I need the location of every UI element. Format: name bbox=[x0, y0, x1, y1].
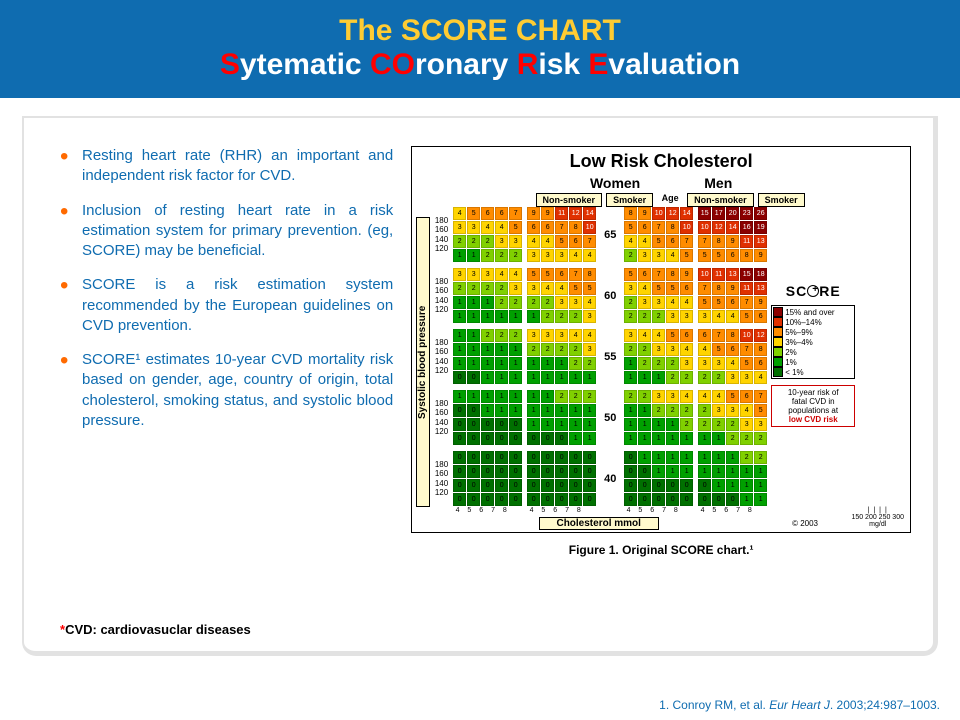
risk-block: 33344222231112211111 bbox=[453, 268, 522, 323]
risk-block: 34456223341222311122 bbox=[624, 329, 693, 384]
age-label: 65 bbox=[601, 229, 619, 241]
risk-block: 11222111111111100111 bbox=[453, 329, 522, 384]
risk-block: 15172023261012141619789111355689 bbox=[698, 207, 767, 262]
age-label: 60 bbox=[601, 290, 619, 302]
age-label: 40 bbox=[601, 473, 619, 485]
bullet-item: Resting heart rate (RHR) an important an… bbox=[60, 146, 393, 187]
title-header: The SCORE CHART Sytematic COronary Risk … bbox=[0, 0, 960, 98]
risk-block: 00000000000000000000 bbox=[453, 451, 522, 506]
bullet-item: SCORE is a risk estimation system recomm… bbox=[60, 275, 393, 336]
cvd-footnote: *CVD: cardiovasuclar diseases bbox=[60, 622, 251, 637]
legend-row: 2% bbox=[773, 347, 853, 357]
gender-row: Women Men bbox=[416, 175, 906, 191]
smoking-row: Non-smoker Smoker Age Non-smoker Smoker bbox=[434, 193, 906, 207]
age-row: 1801601401204566733445222331122299111214… bbox=[432, 207, 767, 262]
bullet-item: Inclusion of resting heart rate in a ris… bbox=[60, 201, 393, 262]
legend-row: < 1% bbox=[773, 367, 853, 377]
title-line2: Sytematic COronary Risk Evaluation bbox=[0, 48, 960, 82]
risk-block: 22334112221111211111 bbox=[624, 390, 693, 445]
legend-row: 1% bbox=[773, 357, 853, 367]
content-card: Resting heart rate (RHR) an important an… bbox=[22, 116, 938, 656]
risk-block: 6781012456783345622334 bbox=[698, 329, 767, 384]
risk-block: 00000000000000000000 bbox=[527, 451, 596, 506]
risk-block: 11122111110111100011 bbox=[698, 451, 767, 506]
title-line1: The SCORE CHART bbox=[0, 14, 960, 48]
legend-row: 10%–14% bbox=[773, 317, 853, 327]
legend-row: 15% and over bbox=[773, 307, 853, 317]
risk-block: 11111001110000000000 bbox=[453, 390, 522, 445]
risk-block: 991112146678104456733344 bbox=[527, 207, 596, 262]
score-chart: Low Risk Cholesterol Women Men Non-smoke… bbox=[411, 146, 911, 533]
chart-body: Systolic blood pressure 1801601401204566… bbox=[416, 207, 906, 530]
age-row: 1801601401203334422223111221111155678344… bbox=[432, 268, 767, 323]
risk-block: 44567233452223311222 bbox=[698, 390, 767, 445]
mgdl-scale: | | | | 150 200 250 300 mg/dl bbox=[851, 507, 904, 528]
risk-block: 33344222231112211111 bbox=[527, 329, 596, 384]
risk-block: 101113151878911135567934456 bbox=[698, 268, 767, 323]
risk-legend: 15% and over10%–14%5%–9%3%–4%2%1%< 1% bbox=[771, 305, 855, 379]
risk-block: 891012145678104456723345 bbox=[624, 207, 693, 262]
x-tick-labels: 4 5 6 7 8 4 5 6 7 8 4 5 6 7 8 4 5 6 7 8 bbox=[448, 507, 767, 514]
bullet-item: SCORE¹ estimates 10-year CVD mortality r… bbox=[60, 350, 393, 431]
risk-block: 56789345562334422233 bbox=[624, 268, 693, 323]
age-label: 55 bbox=[601, 351, 619, 363]
risk-description-box: 10-year risk of fatal CVD in populations… bbox=[771, 385, 855, 427]
age-label: 50 bbox=[601, 412, 619, 424]
chart-copyright: © 2003 bbox=[792, 519, 818, 528]
risk-block: 55678344552233412223 bbox=[527, 268, 596, 323]
age-row: 1801601401200000000000000000000000000000… bbox=[432, 451, 767, 506]
chart-title: Low Risk Cholesterol bbox=[416, 151, 906, 172]
risk-block: 11222111111111100011 bbox=[527, 390, 596, 445]
legend-row: 5%–9% bbox=[773, 327, 853, 337]
x-axis-label: Cholesterol mmol bbox=[539, 517, 659, 530]
risk-block: 01111001110000000000 bbox=[624, 451, 693, 506]
chart-column: Low Risk Cholesterol Women Men Non-smoke… bbox=[411, 146, 911, 635]
y-axis-label: Systolic blood pressure bbox=[416, 217, 430, 507]
score-logo: SC+RE bbox=[771, 283, 855, 299]
legend-row: 3%–4% bbox=[773, 337, 853, 347]
age-row: 1801601401201122211111111110011133344222… bbox=[432, 329, 767, 384]
risk-block: 45667334452223311222 bbox=[453, 207, 522, 262]
age-row: 1801601401201111100111000000000011222111… bbox=[432, 390, 767, 445]
bullet-column: Resting heart rate (RHR) an important an… bbox=[60, 146, 393, 635]
reference-citation: 1. Conroy RM, et al. Eur Heart J. 2003;2… bbox=[659, 698, 940, 712]
figure-caption: Figure 1. Original SCORE chart.¹ bbox=[569, 543, 754, 557]
chart-side-panel: SC+RE 15% and over10%–14%5%–9%3%–4%2%1%<… bbox=[771, 207, 855, 427]
